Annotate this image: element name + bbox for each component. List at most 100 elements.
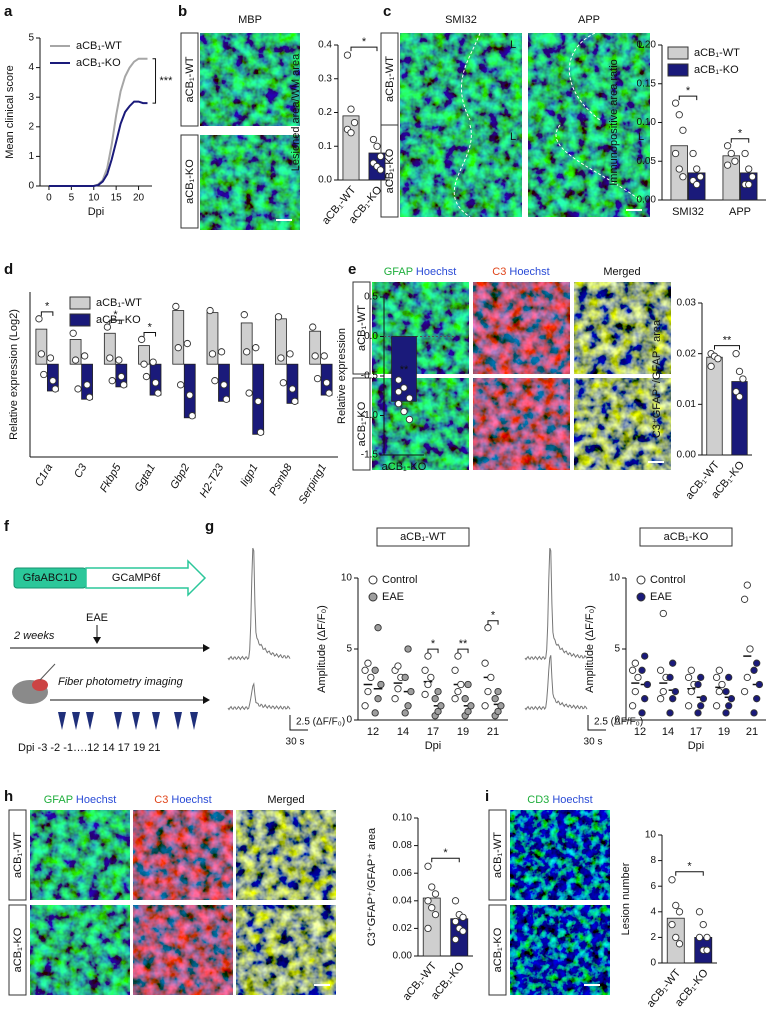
row-label: aCB₁-KO [356, 401, 368, 446]
data-point [188, 412, 196, 420]
row-label: aCB₁-KO [384, 148, 396, 193]
data-point [434, 707, 442, 716]
data-point [424, 897, 432, 905]
data-point [154, 389, 162, 397]
x-tick-label: 17 [427, 726, 439, 738]
data-point [394, 685, 402, 693]
data-point [428, 883, 436, 891]
data-point [722, 709, 730, 717]
data-point [671, 99, 680, 107]
data-point [371, 666, 379, 674]
data-point [684, 673, 693, 682]
data-point [459, 913, 467, 922]
data-point [37, 350, 46, 358]
data-point [217, 348, 226, 356]
x-tick-label: 0 [46, 193, 52, 204]
y-axis-label: C3⁺GFAP⁺/GFAP⁺ area [366, 827, 378, 946]
y-tick-label: 4 [650, 906, 656, 917]
x-tick-label: 21 [746, 726, 758, 738]
data-point [374, 624, 382, 632]
data-point [177, 381, 185, 389]
data-point [672, 901, 680, 910]
sig-bracket [678, 95, 698, 101]
legend-label: aCB₁-KO [76, 57, 121, 69]
legend-marker [368, 575, 378, 585]
data-point [451, 695, 459, 703]
data-point [697, 673, 705, 682]
data-point [288, 385, 297, 393]
data-point [115, 356, 123, 364]
x-tick-label: 12 [367, 726, 379, 738]
significance: * [738, 128, 743, 140]
data-point [274, 313, 283, 321]
row-label: aCB₁-WT [384, 56, 396, 102]
y-tick-label: 0.20 [637, 40, 657, 51]
data-point [291, 397, 299, 405]
y-tick-label: 0.0 [318, 175, 332, 186]
data-point [487, 673, 495, 682]
row-label-box [180, 32, 199, 127]
data-point [628, 702, 637, 710]
data-point [391, 695, 399, 703]
data-point [404, 702, 412, 710]
data-point [727, 149, 735, 158]
micrograph [30, 905, 130, 995]
data-point [434, 687, 442, 696]
data-point [279, 379, 287, 387]
micrograph [200, 33, 300, 126]
data-point [85, 393, 94, 401]
data-point [394, 388, 403, 396]
row-label-box [180, 134, 199, 229]
x-tick-label: 19 [457, 726, 469, 738]
data-point [367, 673, 375, 682]
sig-bracket [714, 345, 740, 350]
data-point [467, 702, 475, 710]
x-tick-label: 20 [133, 193, 145, 204]
y-axis-label: C3⁺GFAP⁺/GFAP⁺ area [651, 319, 663, 438]
data-point [350, 118, 359, 127]
data-point [723, 161, 732, 169]
y-tick-label: -1.5 [361, 450, 379, 461]
data-point [481, 659, 489, 667]
stain-hoechst: Hoechst [76, 794, 116, 806]
data-point [669, 659, 677, 667]
data-point [697, 702, 705, 710]
x-tick-label: C1ra [33, 462, 55, 489]
y-tick-label: 0.00 [677, 450, 697, 461]
data-point [222, 395, 231, 403]
data-point [703, 946, 711, 954]
bar [286, 363, 299, 404]
data-point [638, 666, 646, 674]
data-point [220, 381, 228, 389]
y-tick-label: 6 [650, 881, 656, 892]
legend-marker [636, 575, 646, 585]
legend-label: Control [382, 574, 417, 586]
stain-c3: C3 [154, 794, 168, 806]
data-point [464, 680, 472, 689]
data-point [735, 393, 744, 401]
data-point [431, 890, 440, 898]
row-label-box [352, 281, 371, 375]
data-point [712, 673, 721, 682]
data-point [481, 702, 489, 710]
imaging-session [132, 712, 140, 730]
data-point [695, 933, 704, 942]
micrograph [400, 125, 522, 217]
chart-title: aCB₁-WT [400, 531, 446, 543]
data-point [741, 149, 749, 158]
x-axis-label: Dpi [688, 740, 705, 752]
data-point [320, 352, 328, 360]
data-point [740, 595, 749, 603]
data-point [371, 709, 379, 717]
y-tick-label: 10 [341, 573, 353, 584]
data-point [494, 707, 502, 716]
data-point [454, 687, 462, 696]
bar [172, 310, 185, 365]
data-point [727, 695, 736, 703]
data-point [457, 680, 465, 689]
bar [309, 330, 322, 365]
panel-letter: f [4, 518, 10, 535]
legend-label: aCB₁-KO [694, 64, 739, 76]
data-point [286, 350, 294, 358]
legend-marker [69, 313, 91, 327]
